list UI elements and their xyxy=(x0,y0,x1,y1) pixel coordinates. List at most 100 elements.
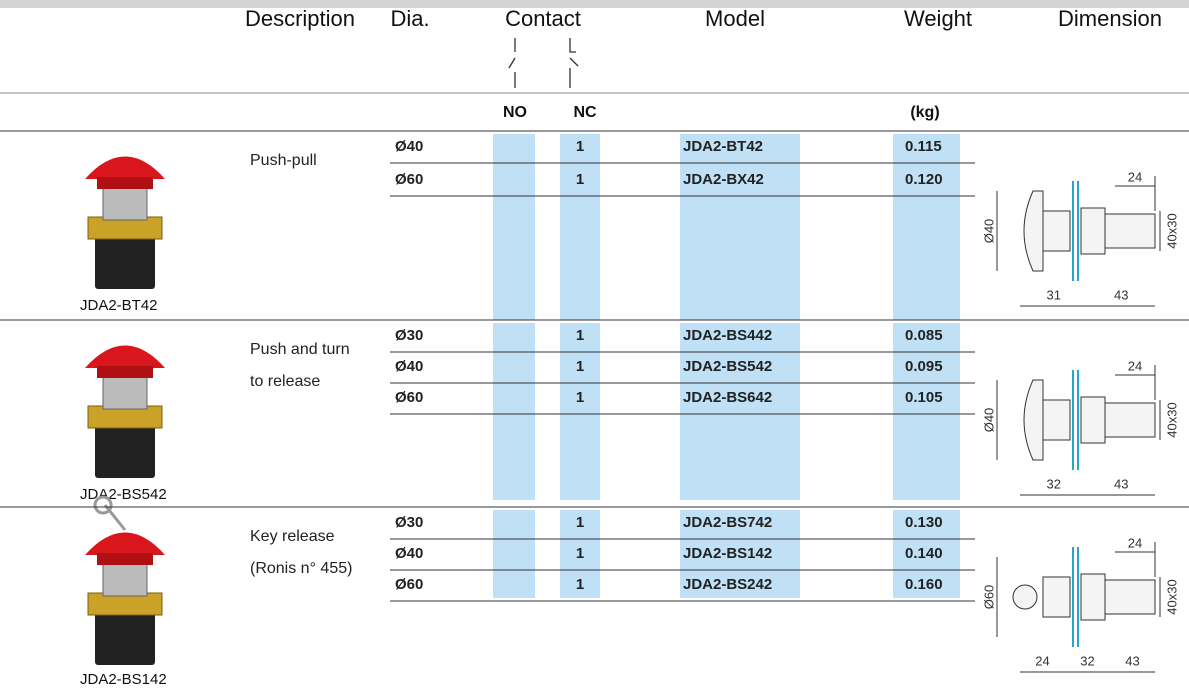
product-label: JDA2-BT42 xyxy=(80,297,158,314)
description: Key release xyxy=(250,528,335,545)
dim-lines xyxy=(996,542,1161,673)
base-block xyxy=(95,610,155,665)
column-shade xyxy=(493,134,535,320)
subheader: NO xyxy=(503,104,527,121)
dia: Ø60 xyxy=(395,171,423,188)
dim-head xyxy=(1023,379,1044,461)
mushroom-head xyxy=(85,532,165,555)
nc: 1 xyxy=(576,514,584,531)
dia: Ø30 xyxy=(395,327,423,344)
dia: Ø60 xyxy=(395,576,423,593)
column-header: Weight xyxy=(904,6,972,31)
dim-label: Ø40 xyxy=(981,219,996,244)
base-block xyxy=(95,423,155,478)
weight: 0.105 xyxy=(905,389,943,406)
model: JDA2-BT42 xyxy=(683,138,763,155)
dim-label: 43 xyxy=(1114,287,1128,302)
model: JDA2-BS542 xyxy=(683,358,772,375)
dim-label: 24 xyxy=(1128,535,1142,550)
dim-body xyxy=(1042,399,1071,441)
model: JDA2-BS742 xyxy=(683,514,772,531)
head-rim xyxy=(97,366,153,378)
dim-label: 24 xyxy=(1128,169,1142,184)
column-shade xyxy=(560,323,600,500)
column-header: Contact xyxy=(505,6,581,31)
dim-label: 31 xyxy=(1047,287,1061,302)
column-shade xyxy=(680,134,800,320)
key-head xyxy=(1012,584,1038,610)
dim-body xyxy=(1042,576,1071,618)
description: Push-pull xyxy=(250,152,317,169)
column-shade xyxy=(560,510,600,598)
description: (Ronis n° 455) xyxy=(250,560,352,577)
subheader: NC xyxy=(573,104,597,121)
model: JDA2-BS642 xyxy=(683,389,772,406)
dia: Ø40 xyxy=(395,138,423,155)
head-rim xyxy=(97,177,153,189)
nc: 1 xyxy=(576,545,584,562)
dim-label: 43 xyxy=(1125,653,1139,668)
column-shade xyxy=(560,134,600,320)
weight: 0.140 xyxy=(905,545,943,562)
nc: 1 xyxy=(576,576,584,593)
dim-label: Ø40 xyxy=(981,408,996,433)
column-shade xyxy=(493,510,535,598)
description: Push and turn xyxy=(250,341,350,358)
product-label: JDA2-BS542 xyxy=(80,486,167,503)
contact-symbols xyxy=(508,38,579,88)
weight: 0.120 xyxy=(905,171,943,188)
dim-label: 24 xyxy=(1035,653,1049,668)
description: to release xyxy=(250,373,320,390)
head-rim xyxy=(97,553,153,565)
nc: 1 xyxy=(576,358,584,375)
collar xyxy=(102,372,148,410)
key xyxy=(93,495,127,531)
dim-label: 43 xyxy=(1114,476,1128,491)
product-group: JDA2-BS142 Key release (Ronis n° 455) Ø30 1 J… xyxy=(0,495,1189,688)
nc: 1 xyxy=(576,327,584,344)
column-header: Dia. xyxy=(390,6,429,31)
dim-block xyxy=(1080,396,1156,444)
weight: 0.115 xyxy=(905,138,942,155)
dim-label: 40x30 xyxy=(1164,579,1179,614)
dim-body xyxy=(1042,210,1071,252)
dia: Ø30 xyxy=(395,514,423,531)
column-shade xyxy=(680,510,800,598)
dim-block xyxy=(1080,573,1156,621)
weight: 0.160 xyxy=(905,576,943,593)
column-shade xyxy=(893,134,960,320)
dim-label: 40x30 xyxy=(1164,213,1179,248)
product-label: JDA2-BS142 xyxy=(80,671,167,688)
dim-block xyxy=(1080,207,1156,255)
weight: 0.095 xyxy=(905,358,943,375)
column-header: Model xyxy=(705,6,765,31)
model: JDA2-BS242 xyxy=(683,576,772,593)
dia: Ø40 xyxy=(395,358,423,375)
dim-label: 32 xyxy=(1047,476,1061,491)
dim-label: 24 xyxy=(1128,358,1142,373)
column-shade xyxy=(680,323,800,500)
column-header: Dimension xyxy=(1058,6,1162,31)
collar xyxy=(102,183,148,221)
top-band xyxy=(0,0,1189,8)
nc: 1 xyxy=(576,389,584,406)
dim-head xyxy=(1023,190,1044,272)
column-shade xyxy=(493,323,535,500)
subheader: (kg) xyxy=(910,104,939,121)
dim-lines xyxy=(996,176,1161,307)
mushroom-head xyxy=(85,156,165,179)
base-block xyxy=(95,234,155,289)
nc: 1 xyxy=(576,138,584,155)
model: JDA2-BS442 xyxy=(683,327,772,344)
dim-label: 32 xyxy=(1080,653,1094,668)
model: JDA2-BS142 xyxy=(683,545,772,562)
collar xyxy=(102,559,148,597)
column-header: Description xyxy=(245,6,355,31)
dim-lines xyxy=(996,365,1161,496)
dim-label: 40x30 xyxy=(1164,402,1179,437)
product-group: JDA2-BS542 Push and turn to release Ø30 1 JDA… xyxy=(0,319,1189,503)
model: JDA2-BX42 xyxy=(683,171,764,188)
weight: 0.085 xyxy=(905,327,943,344)
weight: 0.130 xyxy=(905,514,943,531)
